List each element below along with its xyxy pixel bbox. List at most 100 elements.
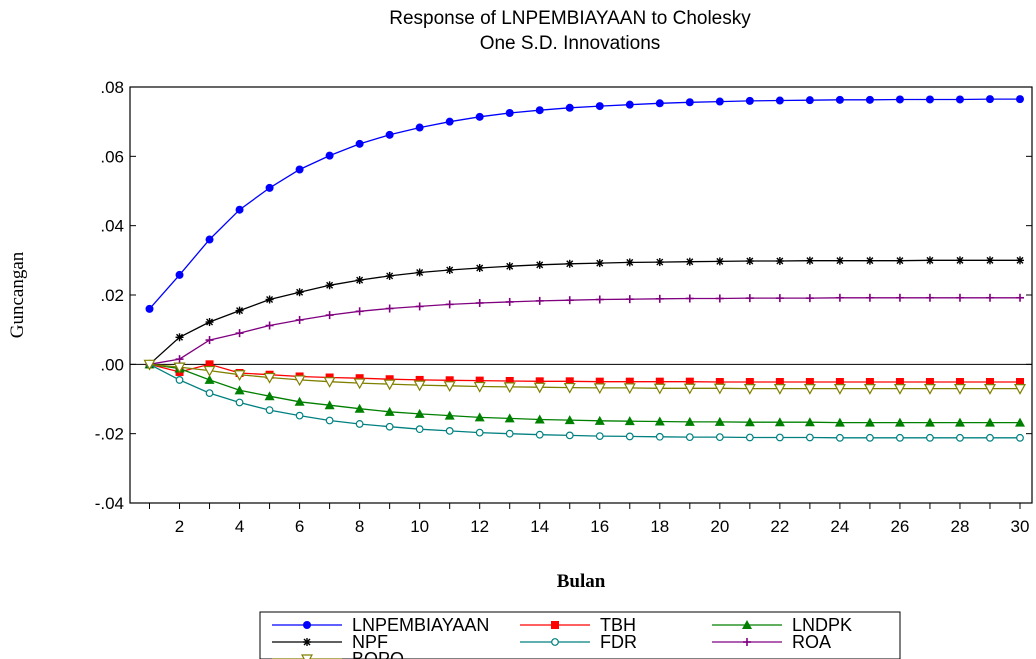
data-point: [535, 377, 544, 386]
data-point: [595, 295, 604, 304]
data-point: [925, 256, 934, 265]
data-point: [625, 295, 634, 304]
data-point: [655, 377, 664, 386]
data-point: [385, 130, 394, 139]
data-point: [145, 304, 154, 313]
series-line: [149, 98, 1020, 310]
data-point: [473, 381, 486, 393]
data-point: [835, 95, 844, 104]
series-bopo: [143, 359, 1027, 395]
data-point: [300, 654, 314, 659]
data-point: [685, 257, 694, 266]
data-point: [715, 294, 724, 303]
data-point: [865, 95, 874, 104]
x-tick-label: 2: [175, 517, 184, 536]
x-axis: 2 4 6 8 10 12 14 16 18 20 22 24 26 28 30: [149, 503, 1030, 536]
series-lndpk: [144, 359, 1025, 427]
data-point: [743, 638, 751, 646]
data-point: [834, 417, 845, 427]
data-point: [925, 378, 934, 387]
series-fdr: [145, 360, 1024, 442]
data-point: [415, 375, 424, 384]
data-point: [175, 355, 184, 364]
data-point: [265, 183, 274, 192]
data-point: [775, 433, 784, 442]
x-tick-label: 30: [1011, 517, 1030, 536]
data-point: [505, 429, 514, 438]
series-line: [149, 363, 1020, 390]
x-tick-label: 10: [410, 517, 429, 536]
data-point: [325, 416, 334, 425]
data-point: [895, 293, 904, 302]
data-point: [205, 235, 214, 244]
data-point: [564, 415, 575, 425]
data-point: [805, 433, 814, 442]
x-tick-label: 22: [770, 517, 789, 536]
data-point: [551, 638, 559, 646]
data-point: [235, 398, 244, 407]
legend-item-tbh: TBH: [520, 615, 636, 635]
data-point: [775, 378, 784, 387]
data-point: [744, 417, 755, 427]
data-point: [805, 294, 814, 303]
y-axis-label: Guncangan: [7, 251, 28, 338]
legend-item-lndpk: LNDPK: [712, 615, 852, 635]
data-point: [984, 417, 995, 427]
data-point: [956, 433, 964, 442]
data-point: [535, 430, 544, 439]
data-point: [923, 384, 936, 395]
data-point: [925, 293, 934, 302]
data-point: [715, 433, 724, 442]
data-point: [655, 258, 664, 267]
data-point: [655, 294, 664, 303]
legend-item-fdr: FDR: [520, 632, 637, 652]
data-point: [805, 378, 814, 387]
data-point: [986, 433, 994, 442]
data-point: [864, 417, 875, 427]
legend-item-bopo: BOPO: [272, 649, 404, 659]
data-point: [955, 293, 964, 302]
data-point: [955, 95, 964, 104]
data-point: [563, 382, 576, 394]
data-point: [743, 384, 756, 395]
data-point: [505, 297, 514, 306]
data-point: [595, 259, 604, 268]
y-tick-label: .04: [100, 217, 124, 236]
data-point: [625, 100, 634, 109]
x-tick-label: 26: [890, 517, 909, 536]
data-point: [535, 296, 544, 305]
data-point: [835, 433, 844, 442]
data-point: [445, 117, 454, 126]
data-point: [595, 377, 604, 386]
data-point: [625, 377, 634, 386]
data-point: [894, 417, 905, 427]
data-point: [985, 95, 994, 104]
data-point: [385, 422, 394, 431]
data-point: [295, 288, 304, 297]
x-tick-label: 24: [830, 517, 849, 536]
y-tick-label: .08: [100, 78, 124, 97]
data-point: [475, 112, 484, 121]
data-point: [355, 420, 364, 428]
series-line: [149, 363, 1020, 424]
data-point: [444, 410, 455, 420]
data-point: [1013, 384, 1027, 395]
data-point: [415, 425, 424, 434]
data-point: [353, 378, 366, 390]
data-point: [295, 411, 304, 420]
data-point: [655, 99, 664, 108]
x-axis-label: Bulan: [557, 571, 606, 592]
data-point: [385, 271, 394, 280]
data-point: [535, 260, 544, 269]
legend-label: LNPEMBIAYAAN: [352, 615, 489, 635]
x-tick-label: 4: [235, 517, 244, 536]
data-point: [535, 106, 544, 115]
data-point: [355, 139, 364, 148]
legend-item-npf: NPF: [272, 632, 388, 652]
data-point: [265, 295, 274, 304]
data-point: [955, 378, 964, 387]
data-point: [774, 417, 785, 427]
data-point: [893, 384, 906, 395]
legend: LNPEMBIAYAAN TBH LNDPK NPF FDR ROA BOPO: [259, 611, 901, 659]
data-point: [445, 426, 454, 435]
